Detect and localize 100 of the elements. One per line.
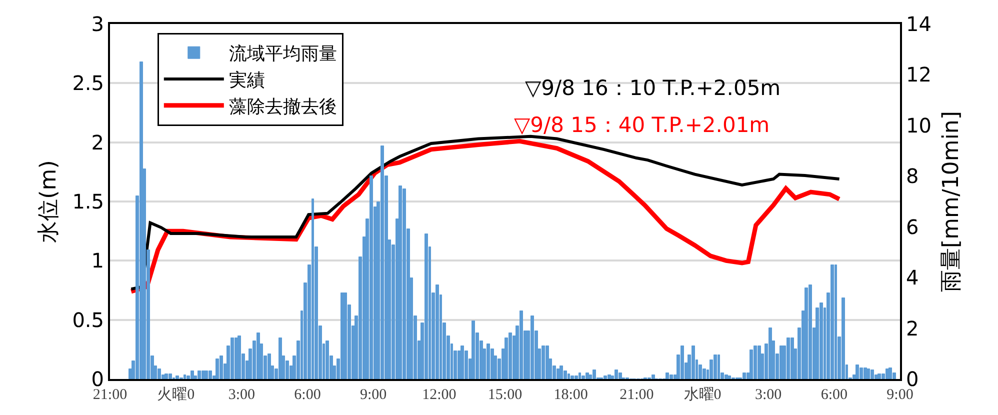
bar <box>702 368 706 379</box>
y-axis-title: 水位(m) <box>36 160 62 243</box>
bar <box>208 370 212 379</box>
bar <box>692 346 695 379</box>
bar <box>508 332 512 379</box>
x-tick-label: 火曜0 <box>157 386 195 403</box>
y-tick-label: 0.5 <box>72 308 104 332</box>
bar <box>220 356 223 379</box>
bar <box>666 372 669 379</box>
bar <box>754 346 757 379</box>
bar <box>842 298 845 379</box>
bar <box>238 336 241 379</box>
bar <box>652 374 655 379</box>
annotation: ▽9/8 15：40 T.P.+2.01m <box>514 113 770 137</box>
bar <box>436 284 439 379</box>
x-tick-label: 12:00 <box>422 387 456 403</box>
y2-tick-label: 12 <box>906 62 932 87</box>
bar <box>582 376 585 379</box>
bar <box>424 234 428 379</box>
x-tick-label: 水曜0 <box>684 386 722 403</box>
bar <box>586 372 589 379</box>
x-tick-label: 15:00 <box>488 387 522 403</box>
bar <box>856 364 859 379</box>
bar <box>808 284 812 379</box>
y2-tick-label: 14 <box>906 12 932 36</box>
x-tick-label: 3:00 <box>754 387 782 403</box>
bar <box>742 372 746 379</box>
bar <box>604 376 607 379</box>
bar <box>614 370 618 379</box>
bar <box>312 198 314 379</box>
bar <box>278 338 282 379</box>
bar <box>344 292 347 379</box>
bar <box>866 368 870 379</box>
bar <box>804 288 808 379</box>
bar <box>820 302 823 379</box>
x-tick-label: 6:00 <box>294 387 321 403</box>
x-tick-label: 21:00 <box>620 387 654 403</box>
bar <box>216 358 219 379</box>
bar <box>370 176 373 379</box>
bar <box>164 374 168 379</box>
bar <box>268 354 271 379</box>
bar <box>168 374 172 379</box>
x-tick-label: 9:00 <box>360 387 387 403</box>
y2-tick-label: 8 <box>906 164 919 188</box>
bar <box>230 338 234 379</box>
bar <box>750 350 753 379</box>
bar <box>398 186 402 379</box>
bar <box>190 370 194 379</box>
bar <box>574 376 578 379</box>
y2-tick-label: 4 <box>906 266 919 290</box>
legend-label: 実績 <box>228 70 265 91</box>
y-tick-label: 2 <box>91 130 104 154</box>
bar <box>568 374 570 379</box>
bar <box>326 340 329 379</box>
bar <box>878 374 881 379</box>
legend-label: 流域平均雨量 <box>228 44 337 65</box>
y2-tick-label: 6 <box>906 214 919 239</box>
x-tick-label: 6:00 <box>820 387 848 403</box>
bar <box>670 374 673 379</box>
bar <box>198 370 201 379</box>
bar <box>204 370 208 379</box>
bar <box>486 344 490 379</box>
bar <box>618 372 622 379</box>
bar <box>402 188 406 379</box>
x-tick-label: 3:00 <box>228 387 256 403</box>
bar <box>176 376 179 379</box>
bar <box>870 370 874 379</box>
legend-label: 藻除去撤去後 <box>228 96 337 118</box>
y-tick-label: 3 <box>91 12 104 36</box>
bar <box>592 370 596 379</box>
y-tick-label: 1 <box>91 248 104 273</box>
bar <box>578 372 581 379</box>
y2-axis-title: 雨量[mm/10min] <box>938 111 964 292</box>
y-tick-label: 2.5 <box>72 71 104 96</box>
y-tick-label: 1.5 <box>72 190 104 214</box>
bar <box>860 368 863 379</box>
bar <box>158 368 161 379</box>
bar <box>786 338 790 379</box>
bar <box>560 366 563 379</box>
bar <box>728 376 731 379</box>
x-tick-label: 18:00 <box>554 387 588 403</box>
bar <box>724 374 728 379</box>
bar <box>888 368 892 379</box>
bar <box>460 346 464 379</box>
bar <box>184 374 186 379</box>
y2-tick-label: 10 <box>906 113 932 138</box>
bar <box>718 354 720 379</box>
bar <box>542 346 545 379</box>
bar <box>570 376 574 379</box>
x-tick-label: 9:00 <box>886 387 914 403</box>
bar <box>790 338 794 379</box>
bar <box>546 346 549 379</box>
annotation: ▽9/8 16：10 T.P.+2.05m <box>525 76 781 100</box>
bar <box>530 316 534 379</box>
bar <box>608 374 611 379</box>
bar <box>140 62 143 379</box>
bar <box>472 320 475 379</box>
bar <box>834 264 837 379</box>
bar <box>680 346 684 379</box>
y2-tick-label: 2 <box>906 316 919 340</box>
